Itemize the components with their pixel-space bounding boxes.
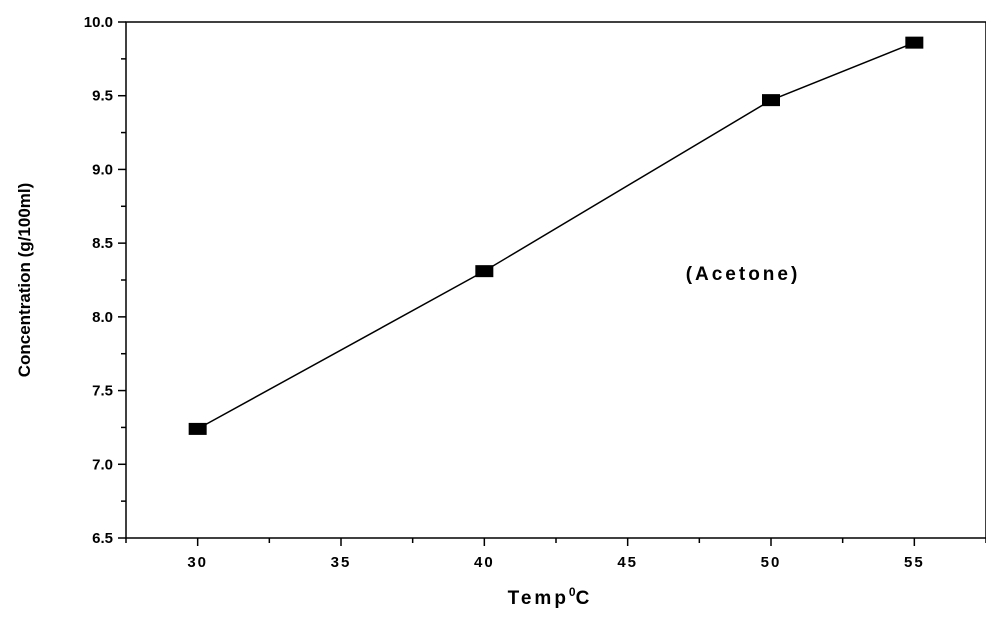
plot-frame	[125, 21, 986, 539]
y-tick-label: 8.0	[92, 309, 113, 326]
x-tick-label: 40	[474, 554, 495, 571]
x-tick-label: 30	[187, 554, 208, 571]
data-point-marker	[475, 265, 494, 278]
y-tick-label: 7.5	[92, 383, 113, 400]
data-point-marker	[762, 94, 780, 107]
data-point-marker	[905, 36, 924, 49]
series-layer	[188, 36, 924, 435]
x-tick-label: 50	[761, 554, 782, 571]
y-tick-label: 9.5	[92, 88, 113, 105]
x-axis-title-superscript: 0	[569, 585, 576, 599]
y-tick-label: 9.0	[92, 161, 113, 178]
x-tick-label: 55	[904, 554, 925, 571]
x-axis-title-suffix: C	[576, 588, 593, 609]
data-point-marker	[188, 422, 207, 435]
y-tick-label: 6.5	[92, 530, 113, 547]
annotation-label: (Acetone)	[686, 264, 801, 285]
y-tick-label: 7.0	[92, 456, 113, 473]
x-axis-title: Temp0C	[508, 585, 593, 609]
series-line	[197, 41, 915, 430]
y-tick-label: 10.0	[84, 14, 113, 31]
x-tick-label: 35	[331, 554, 352, 571]
x-axis-ticks: 30 35 40 45 50 55	[125, 538, 986, 571]
x-tick-label: 45	[617, 554, 638, 571]
x-axis-title-main: Temp	[508, 588, 569, 609]
y-tick-label: 8.5	[92, 235, 113, 252]
y-axis-ticks: 6.5 7.0 7.5 8.0 8.5 9.0 9.5 10.0	[84, 14, 126, 547]
y-axis-title: Concentration (g/100ml)	[15, 183, 34, 378]
